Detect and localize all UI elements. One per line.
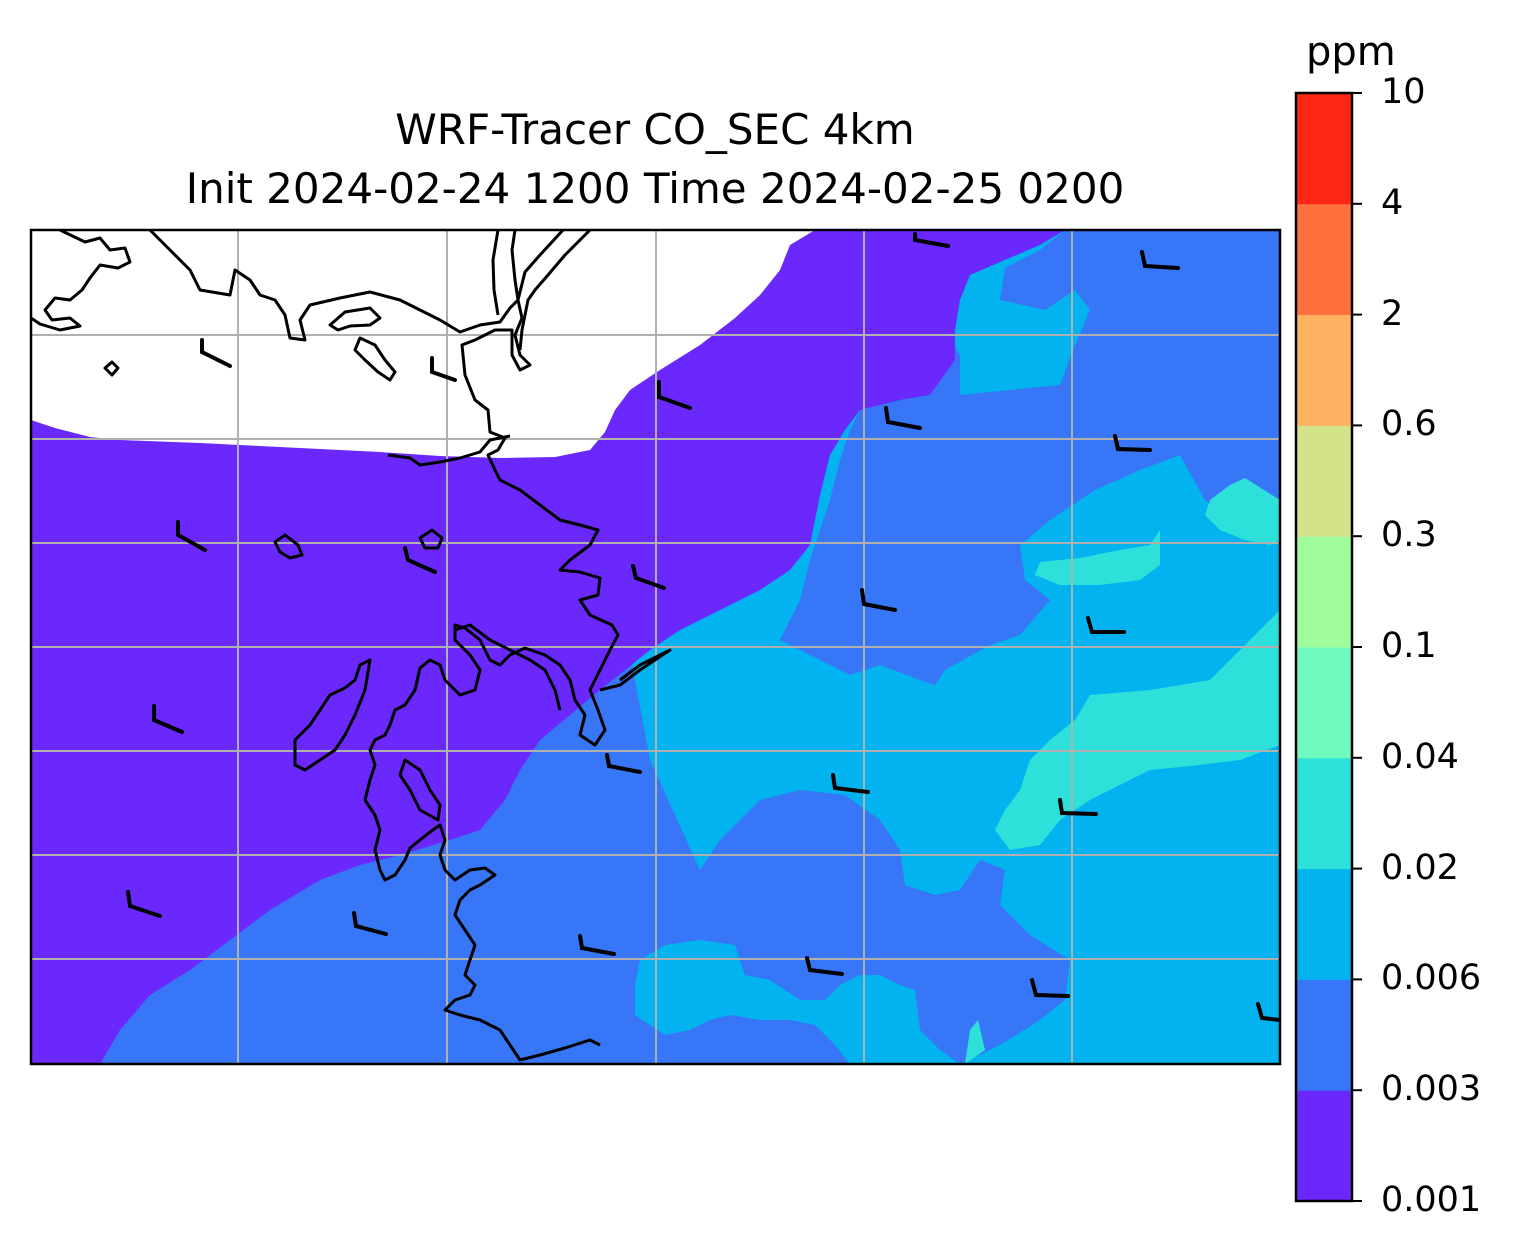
- wind-barb: [578, 934, 616, 956]
- wind-barb: [1256, 1002, 1280, 1022]
- colorbar-tick-label: 0.6: [1381, 404, 1437, 445]
- wind-barb: [860, 588, 897, 612]
- wind-barb: [1140, 250, 1180, 270]
- coastline-island-4: [273, 533, 304, 560]
- colorbar-segment: [1296, 868, 1352, 980]
- coastline-delta-2: [398, 758, 442, 822]
- wind-barb: [631, 564, 666, 590]
- coastline-bay-inner: [491, 230, 592, 351]
- colorbar: [1296, 92, 1362, 1202]
- colorbar-tick-label: 0.02: [1381, 847, 1459, 888]
- map-plot-area: [31, 230, 1280, 1064]
- map-title-line1: WRF-Tracer CO_SEC 4km: [395, 105, 915, 154]
- coastline-main: [31, 230, 132, 332]
- colorbar-segment: [1296, 314, 1352, 426]
- colorbar-tick-label: 2: [1381, 293, 1404, 334]
- colorbar-segment: [1296, 93, 1352, 205]
- coastline-hook: [599, 648, 672, 692]
- colorbar-segment: [1296, 757, 1352, 870]
- coastline-island-2: [353, 336, 397, 382]
- map-frame: [29, 228, 1282, 1066]
- wind-barb: [352, 911, 388, 936]
- coastline-inlet: [387, 434, 511, 467]
- coastline-island-1: [328, 306, 382, 332]
- coastline-peninsula: [454, 623, 562, 711]
- coastline-island-3: [103, 360, 120, 377]
- colorbar-segment: [1296, 425, 1352, 537]
- coastline-island-5: [418, 528, 444, 550]
- wind-barb: [1086, 616, 1126, 634]
- no-data-region: [31, 230, 815, 458]
- wind-barb: [1030, 978, 1070, 998]
- colorbar-unit-label: ppm: [1306, 29, 1396, 75]
- colorbar-segment: [1296, 979, 1352, 1091]
- wind-barb: [805, 956, 844, 976]
- colorbar-tick-label: 0.1: [1381, 626, 1437, 666]
- coastlines: [31, 230, 672, 1062]
- colorbar-tick-label: 0.001: [1381, 1180, 1482, 1220]
- colorbar-frame: [1294, 91, 1354, 1203]
- wind-barb: [200, 338, 232, 368]
- wind-barb: [1113, 434, 1152, 452]
- colorbar-segment: [1296, 1090, 1352, 1202]
- colorbar-segment: [1296, 203, 1352, 316]
- colorbar-tick-label: 0.04: [1381, 736, 1459, 777]
- coastline-east-shore: [148, 230, 620, 1062]
- wind-barb: [657, 380, 692, 410]
- wind-barbs: [126, 232, 1280, 1022]
- wind-barb: [884, 406, 922, 430]
- wind-barb: [403, 546, 437, 574]
- wind-barb: [913, 232, 950, 248]
- wind-barb: [176, 520, 207, 552]
- coastline-delta: [293, 658, 372, 772]
- gridlines: [31, 230, 1280, 1064]
- colorbar-tick-label: 0.003: [1381, 1069, 1482, 1110]
- wind-barb: [831, 773, 870, 794]
- colorbar-tick-label: 0.006: [1381, 958, 1482, 999]
- colorbar-segment: [1296, 536, 1352, 648]
- map-title-line2: Init 2024-02-24 1200 Time 2024-02-25 020…: [185, 164, 1125, 213]
- colorbar-tick-label: 10: [1381, 72, 1426, 112]
- wind-barb: [605, 753, 642, 774]
- colorbar-segment: [1296, 647, 1352, 759]
- wind-barb: [126, 890, 162, 918]
- colorbar-tick-label: 4: [1381, 182, 1404, 223]
- contour-fill-level4: [965, 478, 1280, 1064]
- wind-barb: [430, 356, 457, 382]
- colorbar-tick-label: 0.3: [1381, 515, 1437, 556]
- wind-barb: [1058, 798, 1098, 816]
- wind-barb: [152, 704, 184, 734]
